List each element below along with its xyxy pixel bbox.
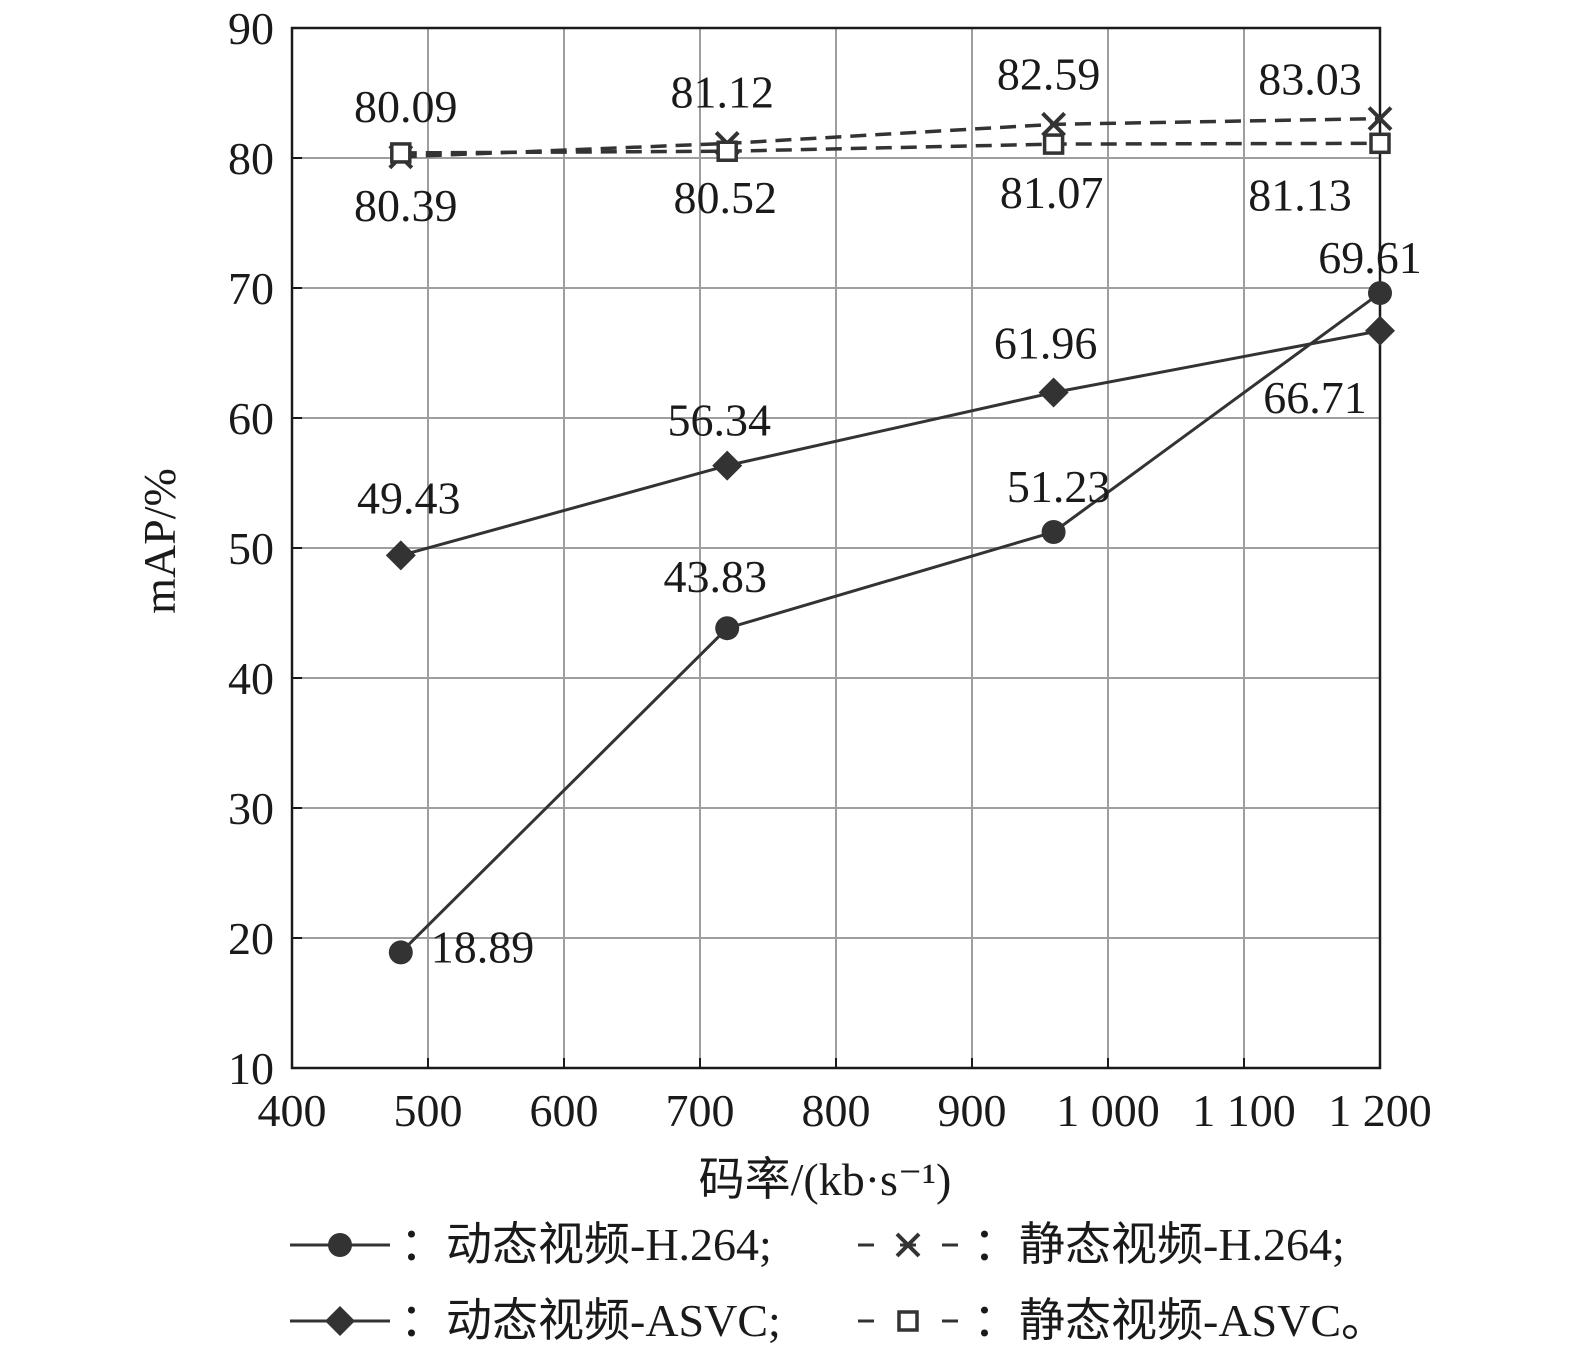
data-point-square (390, 142, 412, 164)
y-tick-label: 50 (228, 523, 274, 574)
series-line (400, 141, 1381, 155)
data-label: 81.07 (1000, 167, 1104, 218)
data-point-square (1042, 133, 1065, 155)
data-label: 66.71 (1263, 372, 1367, 423)
series-lines (399, 116, 1381, 954)
data-point-circle (1368, 281, 1392, 306)
legend-label: ：静态视频-H.264; (973, 1219, 1345, 1270)
data-label: 82.59 (997, 48, 1101, 99)
series-line (399, 291, 1381, 954)
x-tick-label: 900 (938, 1085, 1007, 1136)
series-line (400, 329, 1381, 557)
data-label: 51.23 (1007, 461, 1111, 512)
legend-marker-cross (895, 1232, 921, 1258)
y-tick-label: 30 (228, 783, 274, 834)
y-tick-label: 40 (228, 653, 274, 704)
data-point-cross (1041, 111, 1067, 137)
data-label: 49.43 (357, 472, 461, 523)
x-tick-label: 400 (258, 1085, 327, 1136)
data-point-circle (388, 940, 413, 965)
data-label: 80.39 (354, 180, 458, 231)
data-label: 18.89 (431, 921, 535, 972)
x-tick-label: 1 200 (1328, 1085, 1432, 1136)
legend-label: ：静态视频-ASVC。 (973, 1295, 1387, 1346)
series-line (400, 116, 1381, 159)
data-point-circle (715, 616, 740, 641)
x-tick-label: 1 100 (1192, 1085, 1296, 1136)
x-axis-title: 码率/(kb·s⁻¹) (699, 1154, 952, 1205)
x-tick-label: 800 (802, 1085, 871, 1136)
data-label: 56.34 (667, 395, 771, 446)
y-axis-ticks: 10 20 30 40 50 60 70 80 90 (228, 3, 302, 1094)
y-tick-label: 10 (228, 1043, 274, 1094)
plot-frame (290, 26, 1382, 1070)
series-markers (385, 106, 1395, 965)
data-point-diamond (712, 450, 743, 481)
legend-marker-circle (328, 1233, 352, 1257)
data-point-square (1369, 132, 1391, 155)
legend-label: ：动态视频-H.264; (400, 1219, 772, 1270)
legend-marker-square (897, 1310, 919, 1332)
data-label: 81.12 (670, 66, 774, 117)
data-label: 80.09 (354, 81, 458, 132)
x-axis-ticks: 400 500 600 700 800 900 1 000 1 100 1 200 (258, 1058, 1432, 1136)
data-label: 61.96 (994, 318, 1098, 369)
x-tick-label: 600 (530, 1085, 599, 1136)
x-tick-label: 1 000 (1056, 1085, 1160, 1136)
y-tick-label: 90 (228, 3, 274, 54)
y-tick-label: 70 (228, 263, 274, 314)
data-point-circle (1041, 520, 1066, 545)
data-point-cross (1367, 106, 1393, 132)
data-point-diamond (1038, 377, 1069, 408)
data-point-diamond (385, 540, 416, 571)
data-point-diamond (1365, 315, 1395, 346)
legend-label: ：动态视频-ASVC; (400, 1295, 781, 1346)
data-point-square (716, 140, 738, 162)
x-tick-label: 500 (394, 1085, 463, 1136)
y-tick-label: 20 (228, 913, 274, 964)
y-axis-title: mAP/% (134, 468, 185, 614)
data-label: 69.61 (1318, 232, 1422, 283)
data-label: 43.83 (663, 551, 767, 602)
y-tick-label: 60 (228, 393, 274, 444)
legend: ：动态视频-H.264; ：动态视频-ASVC; ：静态视频-H.264; ：静态视频… (290, 1219, 1387, 1346)
data-labels: 18.89 43.83 51.23 69.61 49.43 56.34 61.96 66.71… (354, 48, 1422, 972)
data-label: 81.13 (1248, 169, 1352, 220)
y-tick-label: 80 (228, 133, 274, 184)
data-label: 83.03 (1258, 54, 1362, 105)
data-label: 80.52 (673, 172, 777, 223)
grid-lines (292, 28, 1380, 1068)
x-tick-label: 700 (666, 1085, 735, 1136)
legend-marker-diamond (325, 1306, 355, 1336)
